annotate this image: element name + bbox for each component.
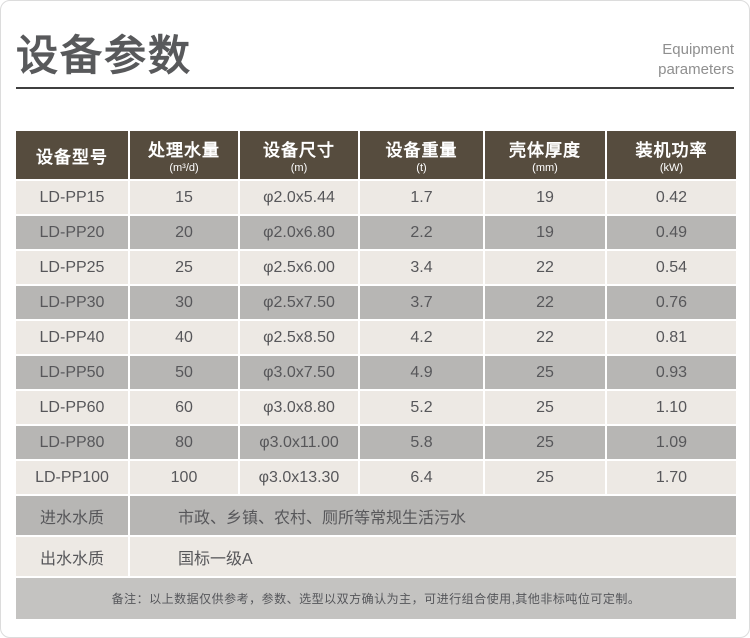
- column-header-unit: (m): [290, 162, 308, 174]
- cell-power: 0.93: [607, 356, 736, 389]
- cell-power: 1.10: [607, 391, 736, 424]
- cell-thickness: 19: [485, 181, 605, 214]
- cell-power: 0.49: [607, 216, 736, 249]
- cell-weight: 6.4: [360, 461, 483, 494]
- page-subtitle: Equipment parameters: [658, 40, 734, 87]
- cell-thickness: 22: [485, 251, 605, 284]
- cell-size: φ3.0x8.80: [240, 391, 358, 424]
- cell-thickness: 22: [485, 321, 605, 354]
- column-header-model: 设备型号: [16, 131, 128, 179]
- cell-size: φ2.5x8.50: [240, 321, 358, 354]
- column-header-label: 壳体厚度: [509, 141, 581, 160]
- column-header-capacity: 处理水量 (m³/d): [130, 131, 238, 179]
- column-header-shell-thickness: 壳体厚度 (mm): [485, 131, 605, 179]
- cell-power: 1.09: [607, 426, 736, 459]
- column-header-unit: (m³/d): [169, 162, 199, 174]
- cell-model: LD-PP20: [16, 216, 128, 249]
- cell-model: LD-PP15: [16, 181, 128, 214]
- column-header-label: 设备重量: [385, 141, 458, 160]
- cell-model: LD-PP25: [16, 251, 128, 284]
- cell-thickness: 25: [485, 461, 605, 494]
- cell-weight: 3.7: [360, 286, 483, 319]
- cell-capacity: 40: [130, 321, 238, 354]
- cell-power: 1.70: [607, 461, 736, 494]
- cell-model: LD-PP50: [16, 356, 128, 389]
- cell-size: φ3.0x7.50: [240, 356, 358, 389]
- cell-capacity: 100: [130, 461, 238, 494]
- cell-model: LD-PP80: [16, 426, 128, 459]
- cell-weight: 4.2: [360, 321, 483, 354]
- cell-size: φ3.0x11.00: [240, 426, 358, 459]
- cell-size: φ2.5x7.50: [240, 286, 358, 319]
- page-subtitle-line1: Equipment: [662, 41, 734, 58]
- cell-thickness: 22: [485, 286, 605, 319]
- cell-model: LD-PP100: [16, 461, 128, 494]
- cell-capacity: 30: [130, 286, 238, 319]
- column-header-label: 设备型号: [36, 147, 108, 167]
- cell-power: 0.76: [607, 286, 736, 319]
- outlet-water-quality-value: 国标一级A: [130, 537, 736, 576]
- cell-capacity: 20: [130, 216, 238, 249]
- cell-size: φ2.0x6.80: [240, 216, 358, 249]
- column-header-unit: (t): [416, 162, 427, 174]
- cell-weight: 1.7: [360, 181, 483, 214]
- masthead: 设备参数 Equipment parameters: [16, 1, 734, 89]
- cell-capacity: 25: [130, 251, 238, 284]
- remark-note: 备注：以上数据仅供参考，参数、选型以双方确认为主，可进行组合使用,其他非标吨位可…: [16, 578, 736, 619]
- cell-weight: 4.9: [360, 356, 483, 389]
- column-header-size: 设备尺寸 (m): [240, 131, 358, 179]
- cell-weight: 5.2: [360, 391, 483, 424]
- column-header-label: 处理水量: [148, 141, 220, 160]
- cell-model: LD-PP60: [16, 391, 128, 424]
- cell-thickness: 19: [485, 216, 605, 249]
- cell-size: φ2.0x5.44: [240, 181, 358, 214]
- outlet-water-quality-label: 出水水质: [16, 537, 128, 576]
- inlet-water-quality-value: 市政、乡镇、农村、厕所等常规生活污水: [130, 496, 736, 535]
- inlet-water-quality-label: 进水水质: [16, 496, 128, 535]
- cell-power: 0.81: [607, 321, 736, 354]
- column-header-power: 装机功率 (kW): [607, 131, 736, 179]
- cell-size: φ2.5x6.00: [240, 251, 358, 284]
- cell-thickness: 25: [485, 391, 605, 424]
- cell-thickness: 25: [485, 356, 605, 389]
- column-header-weight: 设备重量 (t): [360, 131, 483, 179]
- cell-model: LD-PP30: [16, 286, 128, 319]
- cell-capacity: 15: [130, 181, 238, 214]
- cell-thickness: 25: [485, 426, 605, 459]
- page-title: 设备参数: [16, 32, 193, 79]
- cell-weight: 5.8: [360, 426, 483, 459]
- cell-weight: 2.2: [360, 216, 483, 249]
- cell-size: φ3.0x13.30: [240, 461, 358, 494]
- spec-table: 设备型号 处理水量 (m³/d) 设备尺寸 (m) 设备重量 (t) 壳体厚度 …: [16, 131, 736, 619]
- column-header-unit: (mm): [532, 162, 558, 174]
- cell-weight: 3.4: [360, 251, 483, 284]
- page-subtitle-line2: parameters: [658, 60, 734, 78]
- cell-capacity: 60: [130, 391, 238, 424]
- cell-power: 0.42: [607, 181, 736, 214]
- column-header-unit: (kW): [659, 162, 684, 174]
- cell-capacity: 50: [130, 356, 238, 389]
- cell-power: 0.54: [607, 251, 736, 284]
- column-header-label: 设备尺寸: [263, 141, 335, 160]
- column-header-label: 装机功率: [635, 141, 708, 160]
- cell-model: LD-PP40: [16, 321, 128, 354]
- cell-capacity: 80: [130, 426, 238, 459]
